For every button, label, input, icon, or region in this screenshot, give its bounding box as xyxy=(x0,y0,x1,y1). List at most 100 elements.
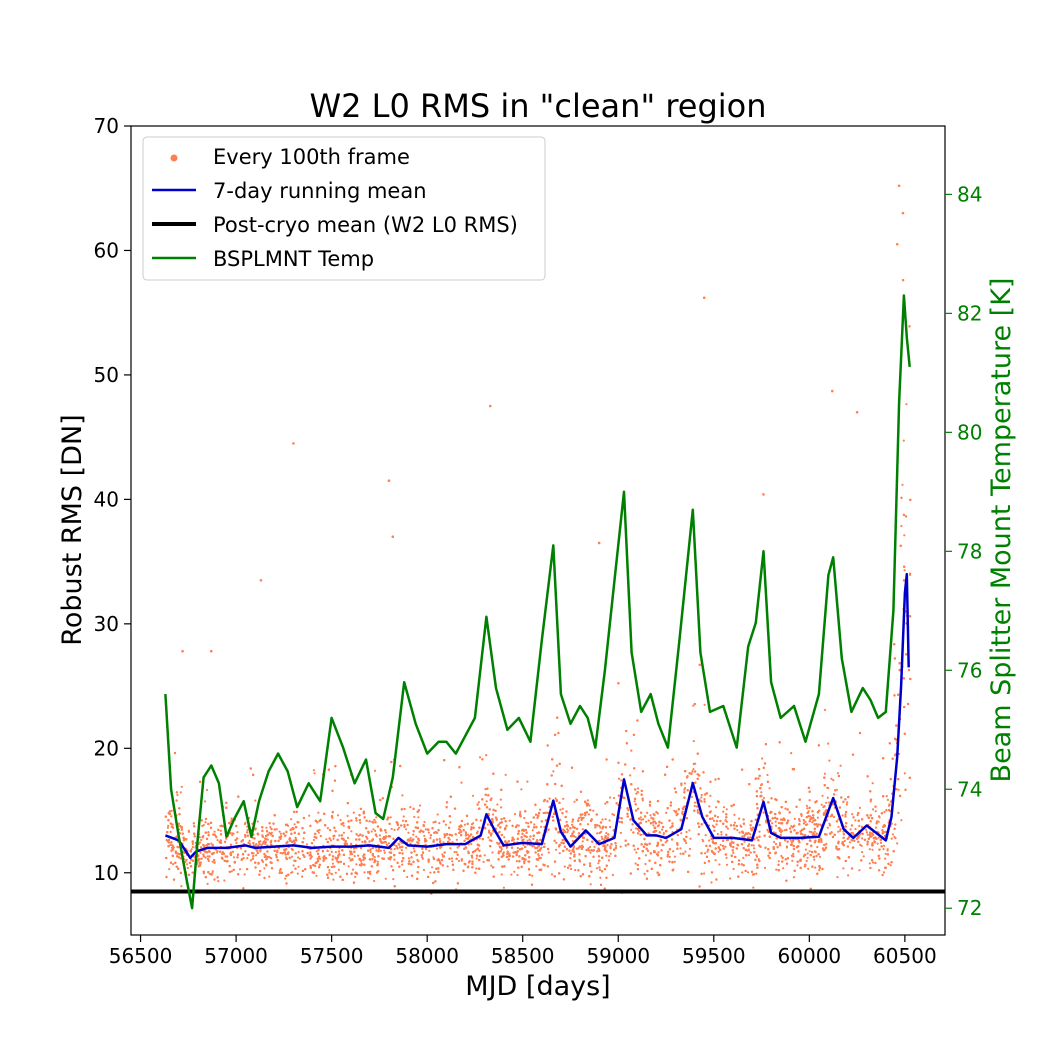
scatter-point xyxy=(785,845,789,848)
scatter-point xyxy=(373,769,377,773)
scatter-point xyxy=(630,749,633,752)
scatter-point xyxy=(725,863,729,866)
scatter-point xyxy=(878,816,881,819)
scatter-point xyxy=(393,828,396,832)
scatter-point xyxy=(848,841,852,844)
scatter-point xyxy=(619,845,622,848)
scatter-point xyxy=(488,829,491,832)
scatter-point xyxy=(492,813,495,816)
scatter-point xyxy=(279,832,282,835)
scatter-point xyxy=(471,856,474,859)
scatter-point xyxy=(765,821,768,824)
scatter-point xyxy=(738,817,741,820)
scatter-point xyxy=(369,851,372,854)
scatter-point xyxy=(753,847,756,850)
scatter-point xyxy=(750,844,753,847)
scatter-point xyxy=(523,816,526,820)
scatter-point xyxy=(211,871,214,874)
scatter-point xyxy=(457,859,461,863)
scatter-point xyxy=(710,849,714,853)
scatter-point xyxy=(596,832,599,835)
scatter-point xyxy=(467,836,470,840)
scatter-point xyxy=(453,850,456,854)
scatter-point xyxy=(595,867,599,870)
scatter-point xyxy=(478,756,482,759)
scatter-point xyxy=(422,868,426,872)
scatter-point xyxy=(714,859,717,862)
scatter-point xyxy=(248,839,251,843)
scatter-point xyxy=(383,849,386,852)
scatter-point xyxy=(373,879,376,883)
scatter-point xyxy=(374,829,377,833)
scatter-point xyxy=(823,708,827,712)
scatter-point xyxy=(830,777,833,780)
scatter-point xyxy=(332,878,335,881)
scatter-point xyxy=(689,837,692,840)
scatter-point xyxy=(843,839,846,843)
scatter-point xyxy=(609,852,612,855)
scatter-point xyxy=(363,871,366,874)
scatter-point xyxy=(649,814,652,817)
scatter-point xyxy=(715,806,718,809)
scatter-point xyxy=(531,874,534,877)
scatter-point xyxy=(260,844,263,847)
scatter-point xyxy=(716,820,719,823)
scatter-point xyxy=(680,832,683,835)
scatter-point xyxy=(868,862,871,865)
scatter-point xyxy=(540,853,544,856)
scatter-point xyxy=(427,831,430,834)
scatter-point xyxy=(608,819,611,822)
scatter-point xyxy=(383,851,386,854)
scatter-point xyxy=(605,832,608,835)
scatter-point xyxy=(231,832,234,835)
scatter-point xyxy=(305,843,309,846)
scatter-point xyxy=(393,847,396,851)
scatter-point xyxy=(378,834,381,837)
scatter-point xyxy=(166,826,169,829)
scatter-point xyxy=(657,851,660,854)
scatter-point xyxy=(652,820,655,823)
scatter-point xyxy=(249,859,252,862)
scatter-point xyxy=(348,856,351,860)
scatter-point xyxy=(328,869,331,872)
scatter-point xyxy=(264,842,267,846)
scatter-point xyxy=(816,816,820,819)
scatter-point xyxy=(313,772,316,775)
scatter-point xyxy=(365,835,368,838)
scatter-point xyxy=(558,852,561,855)
scatter-point xyxy=(673,860,676,863)
scatter-point xyxy=(428,849,431,852)
scatter-point xyxy=(818,855,822,858)
scatter-point xyxy=(861,837,864,840)
scatter-point xyxy=(823,772,827,775)
scatter-point xyxy=(588,845,592,849)
scatter-point xyxy=(656,825,660,828)
scatter-point xyxy=(742,856,745,860)
scatter-point xyxy=(495,816,498,820)
scatter-point xyxy=(668,855,671,859)
scatter-point xyxy=(435,847,439,850)
scatter-point xyxy=(874,810,877,813)
scatter-point xyxy=(265,826,268,829)
scatter-point xyxy=(328,871,331,874)
scatter-point xyxy=(490,864,493,867)
scatter-point xyxy=(353,855,356,858)
scatter-point xyxy=(612,796,616,800)
scatter-point xyxy=(317,811,320,814)
scatter-point xyxy=(664,841,667,844)
scatter-point xyxy=(559,808,562,811)
scatter-point xyxy=(581,813,584,816)
scatter-point xyxy=(318,828,321,832)
scatter-point xyxy=(640,818,643,821)
scatter-point xyxy=(746,871,750,874)
scatter-point xyxy=(431,866,434,869)
scatter-point xyxy=(533,823,536,826)
scatter-point xyxy=(515,860,519,863)
scatter-point xyxy=(400,849,403,852)
scatter-point xyxy=(291,871,294,874)
scatter-point xyxy=(423,820,426,824)
scatter-point xyxy=(571,820,574,823)
scatter-point xyxy=(692,740,695,743)
scatter-point xyxy=(569,857,572,860)
